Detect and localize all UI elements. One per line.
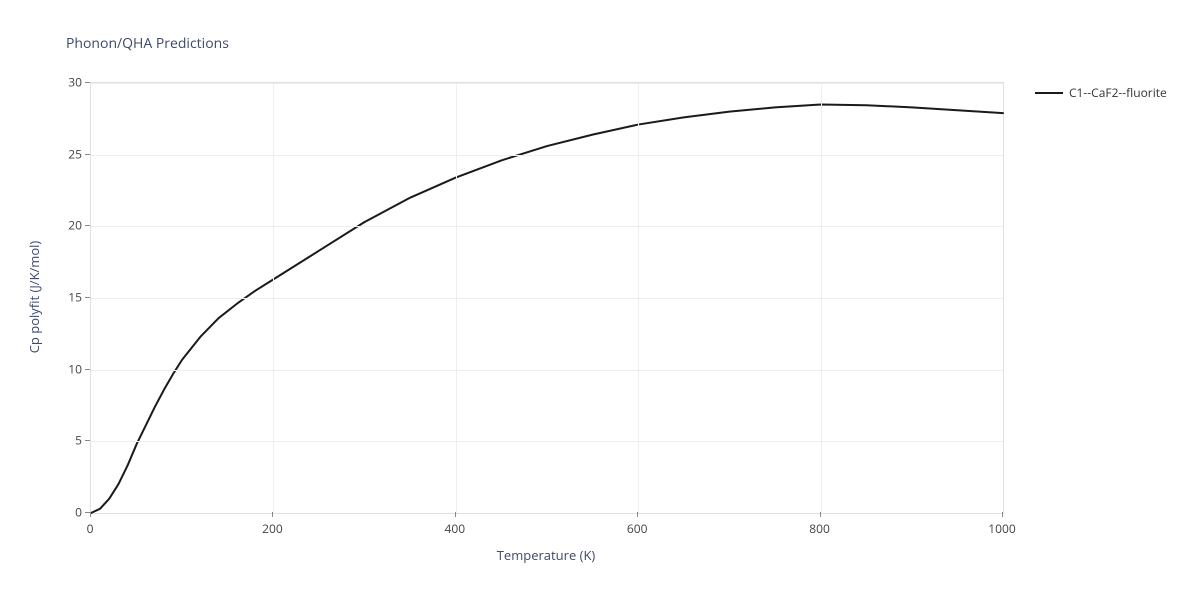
chart-container: Phonon/QHA Predictions Temperature (K) C… bbox=[0, 0, 1200, 600]
y-tick bbox=[85, 225, 90, 226]
x-tick bbox=[1002, 512, 1003, 517]
y-tick bbox=[85, 512, 90, 513]
x-tick-label: 1000 bbox=[988, 520, 1015, 537]
y-tick bbox=[85, 154, 90, 155]
y-tick bbox=[85, 82, 90, 83]
x-tick bbox=[637, 512, 638, 517]
y-tick-label: 30 bbox=[60, 74, 82, 91]
x-tick bbox=[820, 512, 821, 517]
gridline-horizontal bbox=[91, 83, 1003, 84]
legend-label: C1--CaF2--fluorite bbox=[1069, 84, 1167, 101]
y-tick-label: 15 bbox=[60, 289, 82, 306]
gridline-horizontal bbox=[91, 441, 1003, 442]
x-tick-label: 0 bbox=[87, 520, 94, 537]
y-axis-label: Cp polyfit (J/K/mol) bbox=[25, 241, 43, 354]
gridline-horizontal bbox=[91, 298, 1003, 299]
legend: C1--CaF2--fluorite bbox=[1035, 84, 1167, 101]
gridline-horizontal bbox=[91, 226, 1003, 227]
x-tick bbox=[455, 512, 456, 517]
x-tick-label: 200 bbox=[262, 520, 283, 537]
x-tick bbox=[90, 512, 91, 517]
y-tick-label: 0 bbox=[60, 504, 82, 521]
chart-title: Phonon/QHA Predictions bbox=[66, 34, 229, 53]
plot-area bbox=[90, 82, 1004, 514]
x-tick-label: 800 bbox=[809, 520, 830, 537]
x-tick-label: 400 bbox=[445, 520, 466, 537]
y-tick-label: 20 bbox=[60, 217, 82, 234]
y-tick-label: 5 bbox=[60, 432, 82, 449]
x-axis-label: Temperature (K) bbox=[497, 546, 596, 564]
y-tick bbox=[85, 369, 90, 370]
gridline-horizontal bbox=[91, 155, 1003, 156]
series-line bbox=[91, 105, 1003, 514]
y-tick-label: 25 bbox=[60, 145, 82, 162]
y-tick-label: 10 bbox=[60, 360, 82, 377]
x-tick bbox=[272, 512, 273, 517]
gridline-horizontal bbox=[91, 370, 1003, 371]
legend-swatch bbox=[1035, 92, 1063, 94]
x-tick-label: 600 bbox=[627, 520, 648, 537]
y-tick bbox=[85, 440, 90, 441]
y-tick bbox=[85, 297, 90, 298]
